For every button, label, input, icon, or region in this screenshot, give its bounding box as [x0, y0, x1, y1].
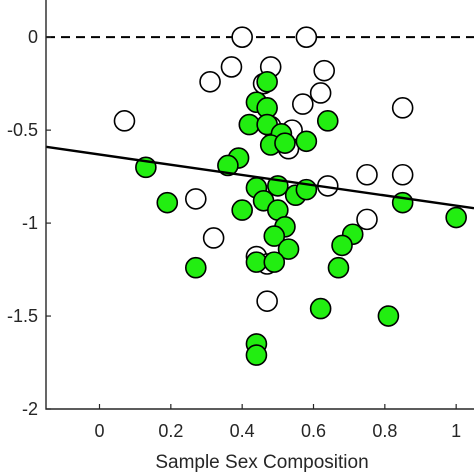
y-tick-label: -1.5 [7, 306, 38, 326]
open-point-18 [391, 163, 414, 186]
plot-area: 0 0.2 0.4 0.6 0.8 1 0 -0.5 -1 -1.5 -2 [7, 0, 474, 441]
y-tick-label: -0.5 [7, 120, 38, 140]
y-axis-ticks: 0 -0.5 -1 -1.5 -2 [7, 27, 51, 419]
filled-point-9 [295, 130, 318, 153]
open-point-4 [313, 59, 336, 82]
y-tick-label: 0 [28, 27, 38, 47]
x-tick-label: 0.8 [372, 421, 397, 441]
open-point-0 [231, 26, 253, 48]
filled-circle-series [135, 71, 467, 366]
open-point-23 [256, 290, 278, 312]
filled-point-31 [327, 256, 350, 279]
x-tick-label: 0 [94, 421, 104, 441]
filled-point-28 [245, 251, 268, 273]
filled-point-19 [231, 199, 253, 221]
filled-point-17 [156, 191, 179, 214]
filled-point-3 [238, 113, 261, 136]
filled-point-30 [185, 256, 207, 279]
filled-point-22 [445, 206, 467, 229]
open-point-1 [295, 26, 318, 48]
filled-point-27 [277, 238, 300, 260]
open-circle-series [113, 26, 414, 312]
x-tick-label: 0.6 [301, 421, 326, 441]
filled-point-11 [217, 154, 239, 177]
open-point-2 [220, 56, 243, 78]
open-point-19 [356, 208, 378, 231]
filled-point-32 [309, 297, 332, 320]
y-tick-label: -1 [22, 213, 38, 233]
filled-point-5 [316, 110, 339, 132]
x-axis-ticks: 0 0.2 0.4 0.6 0.8 1 [94, 404, 461, 441]
open-point-10 [391, 97, 414, 119]
filled-point-29 [263, 251, 286, 273]
filled-point-24 [263, 225, 286, 247]
filled-point-33 [377, 305, 400, 327]
x-axis-title: Sample Sex Composition [155, 452, 368, 473]
open-point-9 [113, 110, 136, 132]
x-tick-label: 0.2 [158, 421, 183, 441]
open-point-5 [199, 71, 221, 93]
filled-point-35 [245, 344, 268, 366]
open-point-17 [356, 163, 378, 186]
y-tick-label: -2 [22, 399, 38, 419]
filled-point-0 [256, 71, 278, 93]
x-tick-label: 0.4 [230, 421, 255, 441]
filled-point-8 [274, 132, 296, 154]
open-point-8 [291, 93, 314, 115]
filled-point-21 [391, 191, 414, 214]
filled-point-26 [331, 234, 353, 257]
x-tick-label: 1 [451, 421, 461, 441]
regression-line [45, 145, 474, 210]
open-point-16 [185, 188, 207, 210]
open-point-20 [202, 227, 225, 249]
open-point-7 [309, 82, 332, 104]
